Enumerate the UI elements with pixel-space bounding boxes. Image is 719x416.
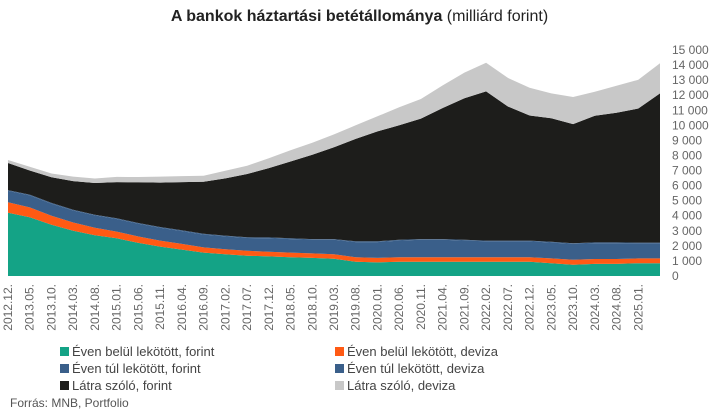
x-tick-label: 2021.09.	[457, 284, 471, 331]
x-tick-label: 2024.03.	[588, 284, 602, 331]
y-tick-label: 0	[672, 269, 679, 283]
y-tick-label: 6 000	[672, 179, 702, 193]
legend-swatch	[335, 364, 344, 373]
x-tick-label: 2021.04.	[436, 284, 450, 331]
legend-label: Látra szóló, forint	[72, 378, 172, 393]
x-tick-label: 2015.06.	[131, 284, 145, 331]
x-tick-label: 2022.07.	[501, 284, 515, 331]
legend-item-even-tul-deviza: Éven túl lekötött, deviza	[335, 361, 484, 376]
y-tick-label: 7 000	[672, 164, 702, 178]
chart-title-unit: (milliárd forint)	[446, 8, 549, 25]
y-tick-label: 1 000	[672, 254, 702, 268]
legend-label: Éven belül lekötött, deviza	[347, 344, 499, 359]
legend-item-eben-belul-deviza: Éven belül lekötött, deviza	[335, 344, 498, 359]
x-tick-label: 2013.10.	[45, 284, 59, 331]
chart-title: A bankok háztartási betétállománya (mill…	[0, 8, 719, 26]
legend-item-even-tul-forint: Éven túl lekötött, forint	[60, 361, 201, 376]
x-tick-label: 2019.03.	[327, 284, 341, 331]
area-series-eben-belul-forint	[8, 212, 660, 276]
x-tick-label: 2012.12.	[1, 284, 15, 331]
x-tick-label: 2016.09.	[197, 284, 211, 331]
x-tick-label: 2022.02.	[479, 284, 493, 331]
legend-label: Éven túl lekötött, forint	[72, 361, 201, 376]
x-tick-label: 2015.01.	[110, 284, 124, 331]
x-tick-label: 2020.11.	[414, 284, 428, 330]
x-tick-label: 2016.04.	[175, 284, 189, 331]
legend-swatch	[60, 364, 69, 373]
x-tick-label: 2018.05.	[284, 284, 298, 331]
y-tick-label: 5 000	[672, 194, 702, 208]
x-tick-label: 2017.02.	[218, 284, 232, 331]
y-tick-label: 2 000	[672, 239, 702, 253]
x-tick-label: 2014.08.	[88, 284, 102, 331]
legend-swatch	[335, 347, 344, 356]
chart-title-main: A bankok háztartási betétállománya	[170, 8, 443, 25]
y-tick-label: 10 000	[672, 118, 709, 132]
x-tick-label: 2018.10.	[305, 284, 319, 331]
area-series-latra-deviza	[8, 62, 660, 183]
x-tick-label: 2015.11.	[153, 284, 167, 330]
y-tick-label: 14 000	[672, 58, 709, 72]
area-series-even-tul-forint	[8, 190, 660, 260]
y-tick-label: 13 000	[672, 73, 709, 87]
y-tick-label: 15 000	[672, 43, 709, 57]
x-tick-label: 2023.05.	[544, 284, 558, 331]
y-tick-label: 3 000	[672, 224, 702, 238]
x-tick-label: 2019.08.	[349, 284, 363, 331]
y-tick-label: 8 000	[672, 148, 702, 162]
x-tick-label: 2017.07.	[240, 284, 254, 331]
legend-swatch	[335, 381, 344, 390]
legend-item-latra-deviza: Látra szóló, deviza	[335, 378, 455, 393]
x-tick-label: 2020.06.	[392, 284, 406, 331]
legend-label: Látra szóló, deviza	[347, 378, 456, 393]
x-tick-label: 2023.10.	[566, 284, 580, 331]
x-tick-label: 2014.03.	[66, 284, 80, 331]
x-tick-label: 2022.12.	[523, 284, 537, 331]
legend-item-latra-forint: Látra szóló, forint	[60, 378, 172, 393]
x-tick-label: 2020.01.	[371, 284, 385, 331]
legend-label: Éven belül lekötött, forint	[72, 344, 215, 359]
legend-label: Éven túl lekötött, deviza	[347, 361, 485, 376]
y-tick-label: 4 000	[672, 209, 702, 223]
legend-swatch	[60, 347, 69, 356]
area-series-latra-forint	[8, 91, 660, 244]
x-tick-label: 2025.01.	[631, 284, 645, 331]
y-tick-label: 12 000	[672, 88, 709, 102]
x-tick-label: 2024.08.	[610, 284, 624, 331]
y-tick-label: 11 000	[672, 103, 708, 117]
y-tick-label: 9 000	[672, 133, 702, 147]
legend-swatch	[60, 381, 69, 390]
source-note: Forrás: MNB, Portfolio	[10, 396, 129, 410]
legend-item-eben-belul-forint: Éven belül lekötött, forint	[60, 344, 214, 359]
x-tick-label: 2017.12.	[262, 284, 276, 331]
x-tick-label: 2013.05.	[23, 284, 37, 331]
